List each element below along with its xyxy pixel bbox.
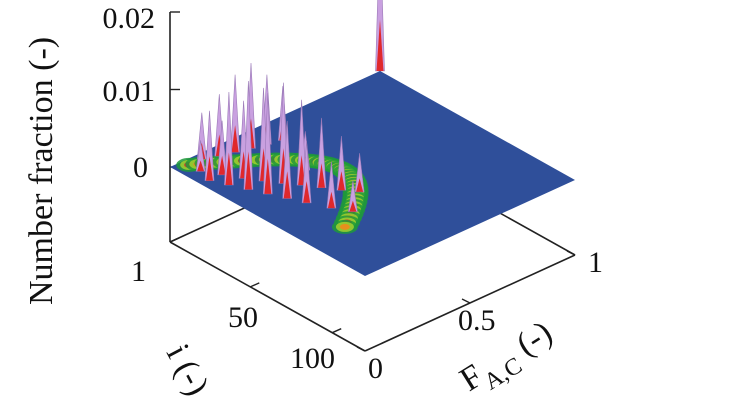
- peak-base: [327, 191, 335, 209]
- peak-base: [303, 181, 311, 203]
- i-tick-mark: [250, 282, 260, 288]
- peak-base: [206, 156, 213, 181]
- peak-base: [283, 171, 291, 199]
- peak-base: [264, 158, 272, 194]
- peak-base: [218, 155, 226, 175]
- f-tick-mark: [356, 346, 366, 352]
- z-tick-label: 0: [133, 151, 148, 184]
- f-tick-label: 0: [368, 352, 383, 385]
- data-peaks: [195, 0, 385, 212]
- i-tick-mark: [169, 237, 180, 243]
- f-tick-label: 1: [588, 246, 603, 279]
- peak-base: [349, 200, 357, 212]
- i-tick-label: 1: [131, 255, 146, 288]
- f-tick-label: 0.5: [458, 304, 496, 337]
- peak-base: [376, 19, 384, 71]
- peak-base: [318, 163, 325, 188]
- z-axis-title: Number fraction (-): [23, 37, 60, 305]
- f-tick-mark: [461, 298, 471, 304]
- base-plane-surface: [170, 71, 575, 276]
- axis-labels: 0.02 0.01 0 1 50 100 0 0.5 1 Number frac…: [23, 2, 603, 400]
- peak-base: [337, 171, 345, 191]
- peak-base: [356, 178, 364, 192]
- i-tick-label: 50: [228, 301, 258, 334]
- peak-base: [244, 151, 252, 190]
- peak-base: [225, 152, 233, 185]
- footprint-inner: [339, 223, 350, 230]
- i-tick-label: 100: [290, 342, 335, 375]
- z-tick-label: 0.02: [103, 2, 156, 35]
- peak-base: [298, 155, 306, 186]
- z-tick-label: 0.01: [103, 75, 156, 108]
- peak-base: [231, 125, 239, 153]
- peak-base: [197, 160, 205, 172]
- i-axis-title: i (-): [159, 338, 216, 400]
- i-tick-mark: [331, 328, 342, 334]
- f-tick-mark: [566, 250, 576, 256]
